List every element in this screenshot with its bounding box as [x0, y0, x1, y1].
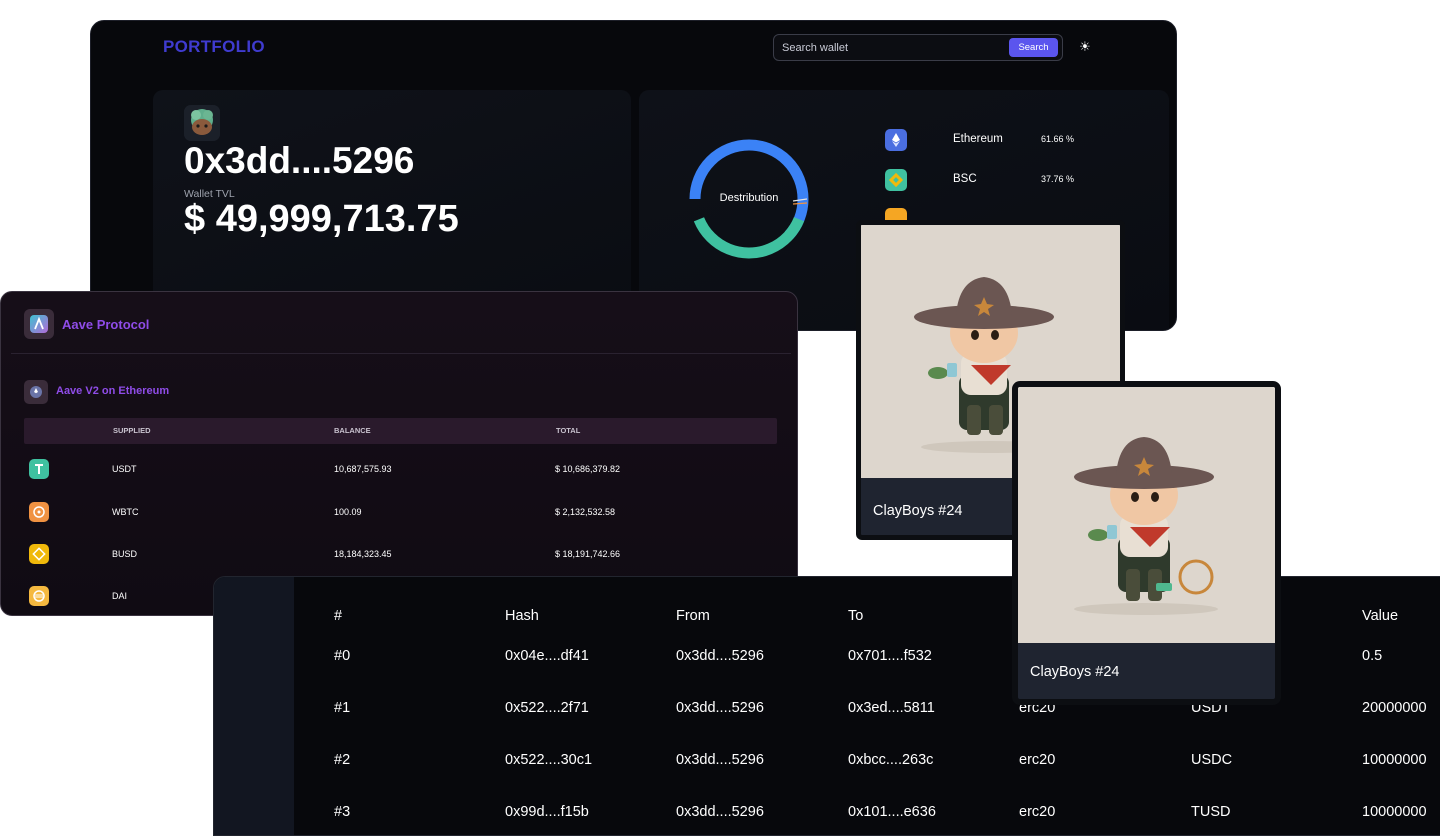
tx-hash[interactable]: 0x04e....df41 [505, 648, 589, 664]
token-symbol: DAI [112, 591, 128, 601]
col-value: Value [1362, 608, 1399, 624]
nft-name: ClayBoys #24 [1030, 664, 1120, 680]
tx-hash[interactable]: 0x99d....f15b [505, 804, 589, 820]
col-to: To [848, 608, 864, 624]
tx-type: erc20 [1019, 752, 1056, 768]
tx-number: #0 [334, 648, 351, 664]
ethereum-icon [885, 129, 907, 151]
ethereum-icon [24, 380, 48, 404]
tx-to[interactable]: 0xbcc....263c [848, 752, 934, 768]
tx-type: erc20 [1019, 804, 1056, 820]
tx-value: 10000000 [1362, 804, 1427, 820]
table-row[interactable]: WBTC 100.09 $ 2,132,532.58 [24, 502, 777, 532]
token-total: $ 2,132,532.58 [555, 507, 616, 517]
portfolio-logo[interactable]: PORTFOLIO [163, 37, 265, 56]
bsc-icon [885, 169, 907, 191]
aave-logo-icon [24, 309, 54, 339]
tx-token: TUSD [1191, 804, 1231, 820]
token-symbol: USDT [112, 464, 137, 474]
tx-from[interactable]: 0x3dd....5296 [676, 752, 764, 768]
chain-name: Ethereum [953, 133, 1003, 145]
nft-image [1018, 387, 1275, 643]
token-total: $ 18,191,742.66 [555, 549, 621, 559]
token-balance: 100.09 [334, 507, 362, 517]
divider [11, 353, 791, 354]
wallet-address: 0x3dd....5296 [184, 140, 415, 181]
col-number: # [334, 608, 343, 624]
col-total: TOTAL [556, 426, 581, 435]
tx-to[interactable]: 0x701....f532 [848, 648, 932, 664]
token-symbol: BUSD [112, 549, 138, 559]
tx-token: USDC [1191, 752, 1233, 768]
chain-name: BSC [953, 173, 977, 185]
tx-to[interactable]: 0x3ed....5811 [848, 700, 935, 716]
theme-toggle-sun-icon[interactable]: ☀ [1079, 39, 1091, 54]
tx-number: #2 [334, 752, 351, 768]
nft-name: ClayBoys #24 [873, 503, 963, 519]
wallet-tvl-value: $ 49,999,713.75 [184, 198, 459, 240]
tx-from[interactable]: 0x3dd....5296 [676, 804, 764, 820]
portfolio-panel: PORTFOLIO Search ☀ 0x3dd....5296 Wallet … [90, 20, 1177, 331]
distribution-label: Destribution [719, 192, 779, 204]
dai-icon [29, 586, 49, 606]
token-total: $ 10,686,379.82 [555, 464, 621, 474]
search-wallet-input[interactable] [782, 39, 1002, 56]
col-hash: Hash [505, 608, 539, 624]
tx-from[interactable]: 0x3dd....5296 [676, 700, 764, 716]
tx-hash[interactable]: 0x522....2f71 [505, 700, 589, 716]
avatar [184, 105, 220, 141]
wallet-summary-card: 0x3dd....5296 Wallet TVL $ 49,999,713.75 [153, 90, 631, 330]
busd-icon [29, 544, 49, 564]
token-balance: 18,184,323.45 [334, 549, 392, 559]
tx-value: 20000000 [1362, 700, 1427, 716]
tx-number: #3 [334, 804, 351, 820]
col-supplied: SUPPLIED [113, 426, 151, 435]
table-row[interactable]: BUSD 18,184,323.45 $ 18,191,742.66 [24, 544, 777, 574]
table-row[interactable]: DAI [24, 586, 777, 615]
aave-market-title: Aave V2 on Ethereum [56, 385, 170, 397]
col-from: From [676, 608, 710, 624]
aave-title: Aave Protocol [62, 317, 150, 332]
distribution-donut [689, 139, 809, 259]
tx-hash[interactable]: 0x522....30c1 [505, 752, 593, 768]
search-bar: Search [773, 34, 1063, 61]
table-header: SUPPLIED BALANCE TOTAL [24, 418, 777, 444]
wbtc-icon [29, 502, 49, 522]
table-row[interactable]: USDT 10,687,575.93 $ 10,686,379.82 [24, 459, 777, 489]
tx-to[interactable]: 0x101....e636 [848, 804, 936, 820]
tx-value: 0.5 [1362, 648, 1383, 664]
chain-percent: 61.66 % [1041, 134, 1075, 144]
nft-card[interactable]: ClayBoys #24 [1012, 381, 1281, 705]
wallet-tvl-label: Wallet TVL [184, 188, 235, 200]
usdt-icon [29, 459, 49, 479]
chain-percent: 37.76 % [1041, 174, 1075, 184]
search-button[interactable]: Search [1009, 38, 1058, 57]
tx-value: 10000000 [1362, 752, 1427, 768]
aave-protocol-panel: Aave Protocol Aave V2 on Ethereum SUPPLI… [0, 291, 798, 616]
sidebar [214, 577, 294, 835]
col-balance: BALANCE [334, 426, 371, 435]
token-balance: 10,687,575.93 [334, 464, 392, 474]
tx-number: #1 [334, 700, 351, 716]
token-symbol: WBTC [112, 507, 139, 517]
tx-from[interactable]: 0x3dd....5296 [676, 648, 764, 664]
